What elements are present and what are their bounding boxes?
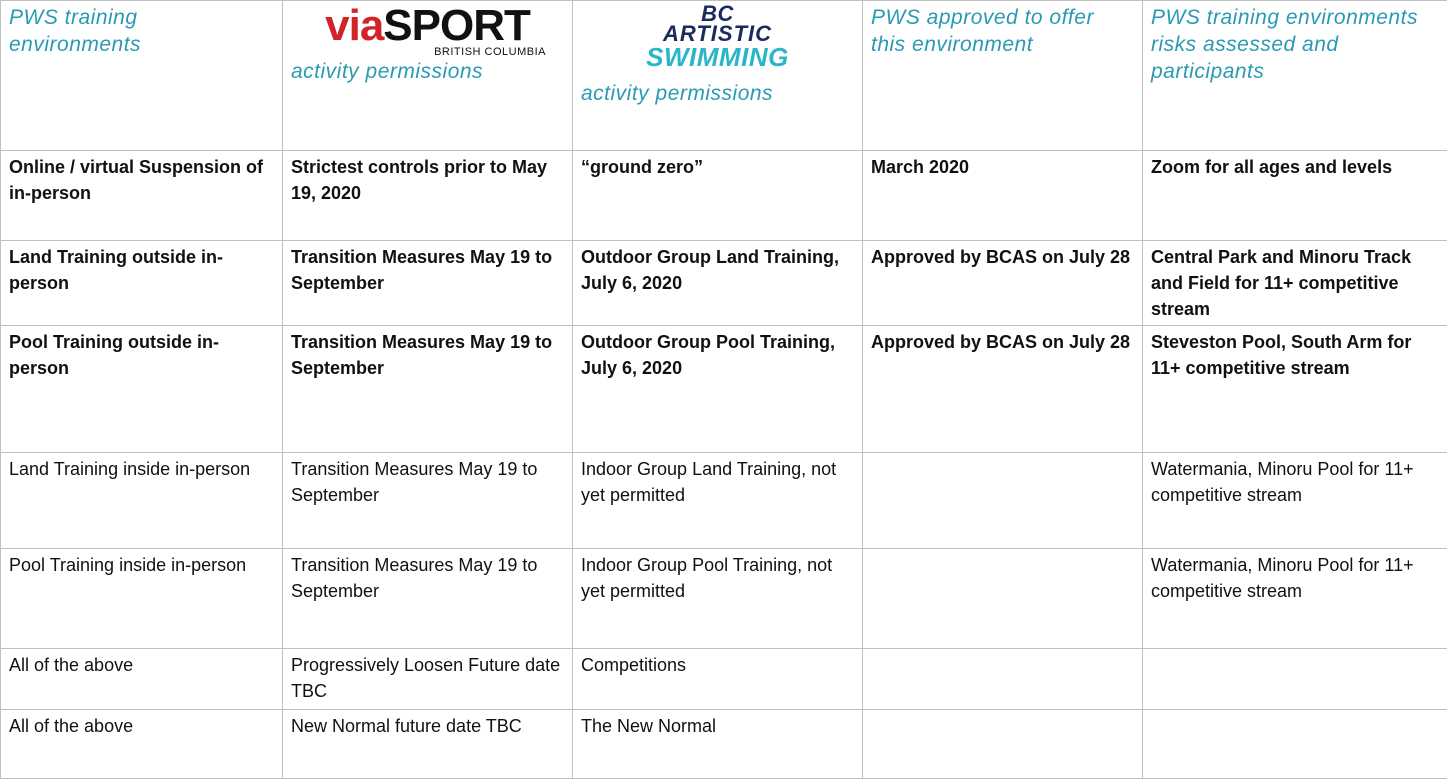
header-text: activity permissions [291,58,564,85]
table-cell: Strictest controls prior to May 19, 2020 [283,151,573,241]
header-cell: PWS approved to offer this environment [863,1,1143,151]
table-cell [863,549,1143,649]
table-cell: All of the above [1,649,283,710]
table-cell: March 2020 [863,151,1143,241]
table-cell [863,710,1143,779]
table-cell: The New Normal [573,710,863,779]
table-cell [1143,710,1447,779]
table-cell: Outdoor Group Pool Training, July 6, 202… [573,326,863,453]
table-cell [1143,649,1447,710]
table-cell: Central Park and Minoru Track and Field … [1143,241,1447,326]
table-cell [863,453,1143,549]
table-cell: Indoor Group Land Training, not yet perm… [573,453,863,549]
table-cell [863,649,1143,710]
header-text: PWS training environments risks assessed… [1151,4,1439,85]
logo-text: SWIMMING [581,44,854,70]
table-cell: New Normal future date TBC [283,710,573,779]
table-cell: Land Training outside in-person [1,241,283,326]
logo-text: via [325,1,383,50]
table-cell: Indoor Group Pool Training, not yet perm… [573,549,863,649]
viasport-logo: viaSPORT [291,6,564,46]
logo-text: SPORT [383,1,530,50]
table-cell: Watermania, Minoru Pool for 11+ competit… [1143,453,1447,549]
table-cell: Steveston Pool, South Arm for 11+ compet… [1143,326,1447,453]
table-row: Online / virtual Suspension of in-person… [1,151,1447,241]
table-cell: Watermania, Minoru Pool for 11+ competit… [1143,549,1447,649]
table-cell: Land Training inside in-person [1,453,283,549]
table-cell: Pool Training inside in-person [1,549,283,649]
table-cell: All of the above [1,710,283,779]
table-cell: Outdoor Group Land Training, July 6, 202… [573,241,863,326]
table-cell: Transition Measures May 19 to September [283,326,573,453]
header-cell: PWS training environments risks assessed… [1143,1,1447,151]
table-cell: Transition Measures May 19 to September [283,241,573,326]
table-cell: “ground zero” [573,151,863,241]
table-cell: Approved by BCAS on July 28 [863,241,1143,326]
table-cell: Progressively Loosen Future date TBC [283,649,573,710]
header-text: activity permissions [581,80,854,107]
header-text: PWS approved to offer this environment [871,4,1134,58]
table-cell: Zoom for all ages and levels [1143,151,1447,241]
table-cell: Approved by BCAS on July 28 [863,326,1143,453]
table-cell: Pool Training outside in-person [1,326,283,453]
table-cell: Transition Measures May 19 to September [283,549,573,649]
table-cell: Transition Measures May 19 to September [283,453,573,549]
logo-text: ARTISTIC [581,24,854,44]
header-cell: PWS training environments [1,1,283,151]
table-cell: Online / virtual Suspension of in-person [1,151,283,241]
header-text: PWS training environments [9,4,274,58]
table-cell: Competitions [573,649,863,710]
